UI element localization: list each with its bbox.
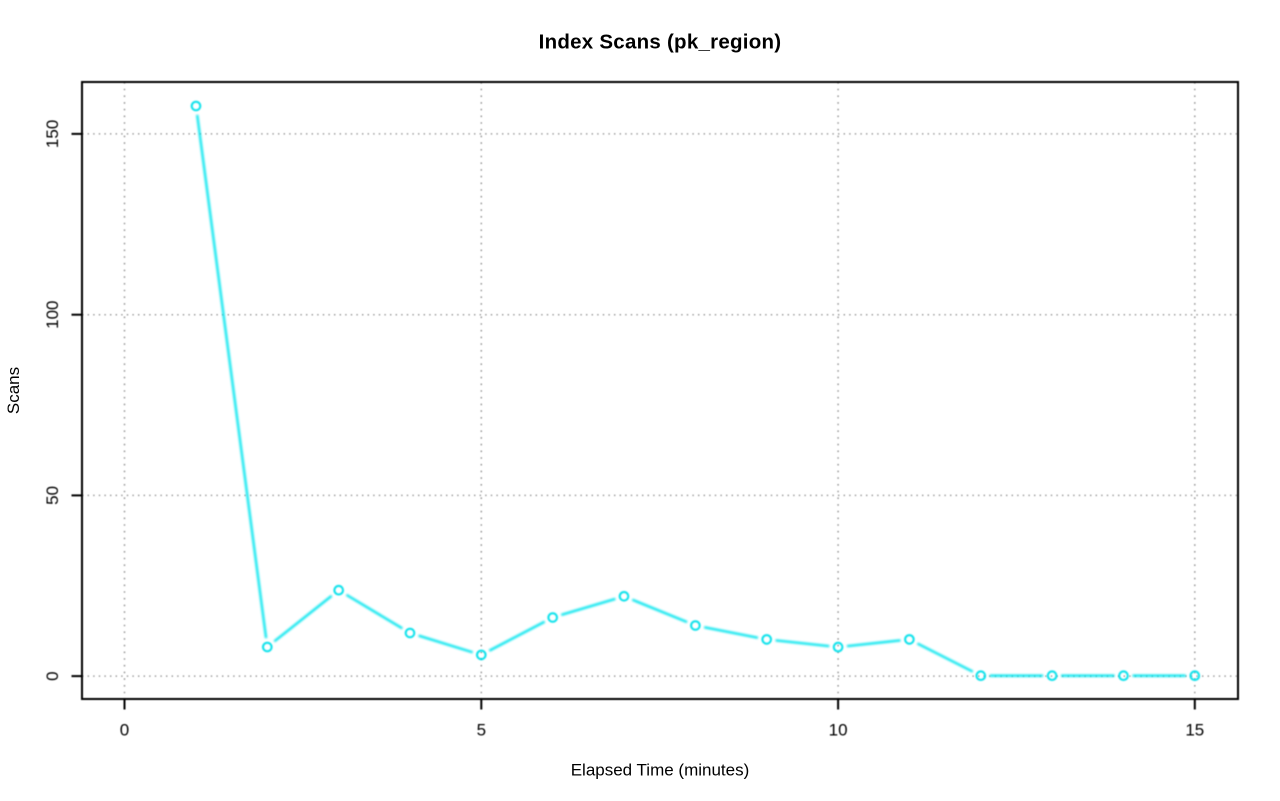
svg-text:Index Scans (pk_region): Index Scans (pk_region)	[539, 31, 782, 54]
svg-text:50: 50	[43, 486, 62, 505]
svg-text:5: 5	[477, 721, 486, 740]
svg-text:100: 100	[43, 301, 62, 329]
svg-text:15: 15	[1185, 721, 1204, 740]
svg-text:150: 150	[43, 120, 62, 148]
svg-text:10: 10	[829, 721, 848, 740]
svg-text:0: 0	[43, 671, 62, 680]
svg-text:0: 0	[120, 721, 129, 740]
svg-text:Elapsed Time (minutes): Elapsed Time (minutes)	[571, 760, 750, 779]
svg-text:Scans: Scans	[4, 367, 23, 414]
